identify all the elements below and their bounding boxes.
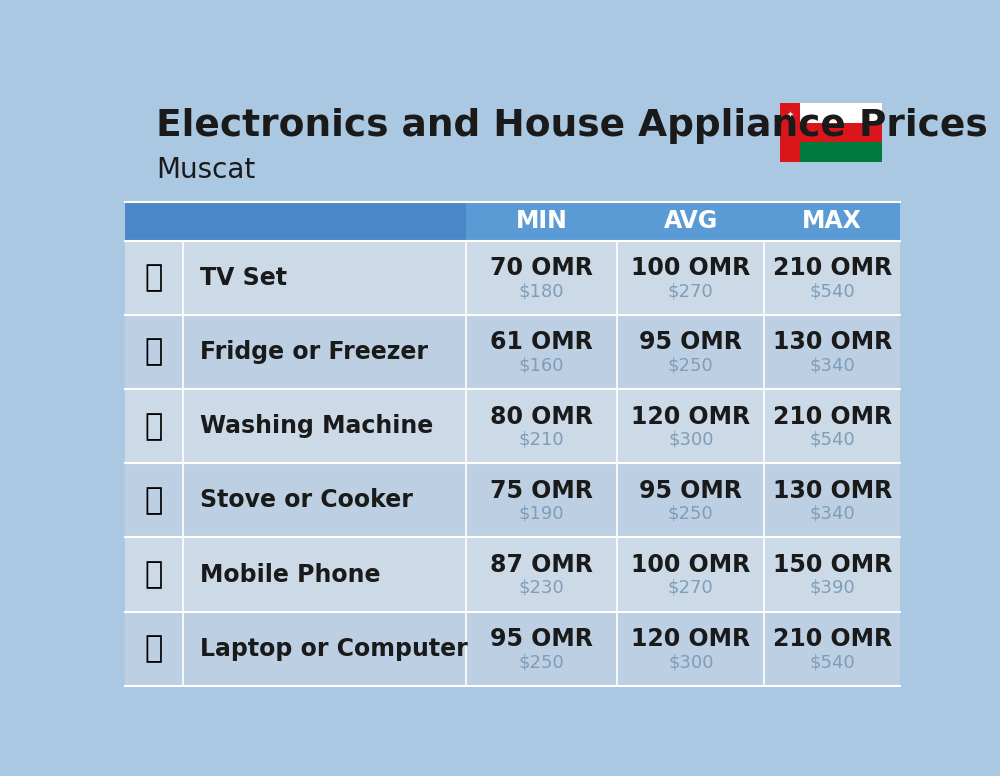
Bar xyxy=(617,202,764,241)
Text: 130 OMR: 130 OMR xyxy=(773,479,892,503)
Text: $270: $270 xyxy=(668,282,714,300)
Bar xyxy=(125,241,900,315)
Text: $230: $230 xyxy=(519,579,564,597)
Bar xyxy=(764,202,900,241)
Text: 100 OMR: 100 OMR xyxy=(631,256,750,280)
Bar xyxy=(125,463,900,538)
Text: $180: $180 xyxy=(519,282,564,300)
Bar xyxy=(125,611,900,686)
Text: 70 OMR: 70 OMR xyxy=(490,256,593,280)
Text: ✦: ✦ xyxy=(787,109,794,118)
Text: MAX: MAX xyxy=(802,210,862,234)
Text: Fridge or Freezer: Fridge or Freezer xyxy=(200,340,428,364)
Bar xyxy=(125,202,183,241)
Text: $160: $160 xyxy=(519,356,564,374)
Text: 🧊: 🧊 xyxy=(145,338,163,366)
Text: $300: $300 xyxy=(668,431,714,449)
Text: 95 OMR: 95 OMR xyxy=(639,331,742,355)
Text: Stove or Cooker: Stove or Cooker xyxy=(200,488,413,512)
Bar xyxy=(125,389,900,463)
Text: 130 OMR: 130 OMR xyxy=(773,331,892,355)
Text: Mobile Phone: Mobile Phone xyxy=(200,563,381,587)
Text: $250: $250 xyxy=(668,356,714,374)
Text: 95 OMR: 95 OMR xyxy=(639,479,742,503)
Text: $250: $250 xyxy=(668,504,714,523)
Text: 🍳: 🍳 xyxy=(145,486,163,515)
Text: 61 OMR: 61 OMR xyxy=(490,331,593,355)
Text: 87 OMR: 87 OMR xyxy=(490,553,593,577)
Text: 120 OMR: 120 OMR xyxy=(631,627,750,651)
Bar xyxy=(183,202,466,241)
Text: Laptop or Computer: Laptop or Computer xyxy=(200,637,468,660)
Text: $340: $340 xyxy=(809,356,855,374)
Bar xyxy=(780,123,882,142)
Text: $250: $250 xyxy=(519,653,564,671)
Text: Electronics and House Appliance Prices: Electronics and House Appliance Prices xyxy=(156,108,988,144)
Text: $270: $270 xyxy=(668,579,714,597)
Text: $210: $210 xyxy=(519,431,564,449)
Bar xyxy=(780,103,882,123)
Bar xyxy=(125,315,900,389)
Bar xyxy=(125,538,900,611)
Text: 210 OMR: 210 OMR xyxy=(773,627,892,651)
Text: Washing Machine: Washing Machine xyxy=(200,414,433,438)
Text: 100 OMR: 100 OMR xyxy=(631,553,750,577)
Text: 150 OMR: 150 OMR xyxy=(773,553,892,577)
Text: 120 OMR: 120 OMR xyxy=(631,404,750,428)
Text: AVG: AVG xyxy=(664,210,718,234)
Text: 95 OMR: 95 OMR xyxy=(490,627,593,651)
Bar xyxy=(780,103,800,162)
Bar xyxy=(466,202,617,241)
Text: $540: $540 xyxy=(809,282,855,300)
Text: $190: $190 xyxy=(519,504,564,523)
Text: $300: $300 xyxy=(668,653,714,671)
Text: 75 OMR: 75 OMR xyxy=(490,479,593,503)
Text: TV Set: TV Set xyxy=(200,266,287,289)
Text: 📱: 📱 xyxy=(145,560,163,589)
Text: $540: $540 xyxy=(809,431,855,449)
Text: 210 OMR: 210 OMR xyxy=(773,256,892,280)
Text: 💻: 💻 xyxy=(145,634,163,663)
Text: $390: $390 xyxy=(809,579,855,597)
Bar xyxy=(780,142,882,162)
Text: 🌀: 🌀 xyxy=(145,412,163,441)
Text: $340: $340 xyxy=(809,504,855,523)
Text: 210 OMR: 210 OMR xyxy=(773,404,892,428)
Text: $540: $540 xyxy=(809,653,855,671)
Text: Muscat: Muscat xyxy=(156,156,255,184)
Text: 📺: 📺 xyxy=(145,263,163,293)
Text: 80 OMR: 80 OMR xyxy=(490,404,593,428)
Text: MIN: MIN xyxy=(516,210,568,234)
